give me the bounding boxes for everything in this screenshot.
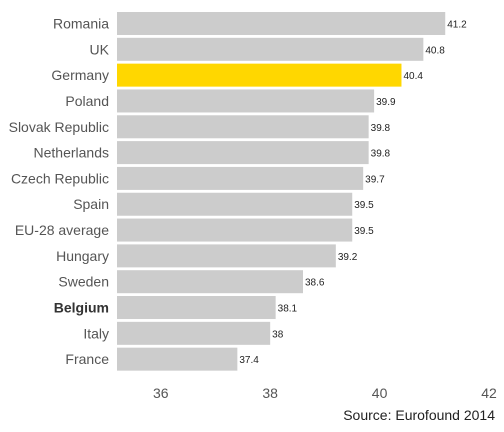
category-label-czech-republic: Czech Republic bbox=[11, 170, 109, 186]
category-label-belgium: Belgium bbox=[54, 300, 109, 316]
category-label-slovak-republic: Slovak Republic bbox=[9, 119, 109, 135]
bar-slovak-republic bbox=[117, 115, 369, 139]
bar-france bbox=[117, 347, 238, 371]
value-label-italy: 38 bbox=[272, 329, 284, 340]
bar-hungary bbox=[117, 244, 336, 268]
category-label-france: France bbox=[65, 351, 109, 367]
value-label-hungary: 39.2 bbox=[338, 252, 358, 263]
value-label-spain: 39.5 bbox=[354, 200, 374, 211]
x-tick-label: 36 bbox=[153, 385, 169, 401]
category-label-eu-28-average: EU-28 average bbox=[15, 222, 109, 238]
category-label-uk: UK bbox=[90, 41, 110, 57]
category-label-romania: Romania bbox=[53, 16, 109, 32]
value-label-germany: 40.4 bbox=[403, 71, 423, 82]
bar-eu-28-average bbox=[117, 218, 353, 242]
x-axis-ticks: 36 38 40 42 bbox=[153, 385, 497, 401]
bar-netherlands bbox=[117, 141, 369, 165]
category-label-sweden: Sweden bbox=[58, 274, 109, 290]
bar-czech-republic bbox=[117, 166, 364, 190]
value-label-czech-republic: 39.7 bbox=[365, 174, 385, 185]
bar-italy bbox=[117, 321, 271, 345]
bars bbox=[117, 12, 446, 371]
category-label-poland: Poland bbox=[65, 93, 109, 109]
value-labels: 41.2 40.8 40.4 39.9 39.8 39.8 39.7 39.5 39.5 39.2… bbox=[239, 20, 467, 367]
value-label-slovak-republic: 39.8 bbox=[371, 123, 391, 134]
value-label-belgium: 38.1 bbox=[278, 304, 298, 315]
value-label-france: 37.4 bbox=[239, 355, 259, 366]
category-label-italy: Italy bbox=[83, 325, 109, 341]
category-label-hungary: Hungary bbox=[56, 248, 109, 264]
value-label-eu-28-average: 39.5 bbox=[354, 226, 374, 237]
category-label-germany: Germany bbox=[51, 67, 109, 83]
bar-sweden bbox=[117, 270, 303, 294]
x-tick-label: 38 bbox=[262, 385, 278, 401]
category-label-spain: Spain bbox=[73, 196, 109, 212]
x-tick-label: 40 bbox=[372, 385, 388, 401]
bar-romania bbox=[117, 12, 446, 35]
bar-germany bbox=[117, 63, 402, 87]
value-label-romania: 41.2 bbox=[447, 20, 467, 31]
value-label-uk: 40.8 bbox=[425, 45, 445, 56]
value-label-netherlands: 39.8 bbox=[371, 149, 391, 160]
value-label-sweden: 38.6 bbox=[305, 278, 325, 289]
value-label-poland: 39.9 bbox=[376, 97, 396, 108]
x-tick-label: 42 bbox=[481, 385, 497, 401]
bar-spain bbox=[117, 192, 353, 216]
category-label-netherlands: Netherlands bbox=[34, 145, 110, 161]
bar-belgium bbox=[117, 296, 276, 320]
source-note: Source: Eurofound 2014 bbox=[343, 407, 495, 423]
category-labels: Romania UK Germany Poland Slovak Republic Net… bbox=[9, 16, 110, 368]
bar-uk bbox=[117, 37, 424, 61]
bar-poland bbox=[117, 89, 375, 113]
